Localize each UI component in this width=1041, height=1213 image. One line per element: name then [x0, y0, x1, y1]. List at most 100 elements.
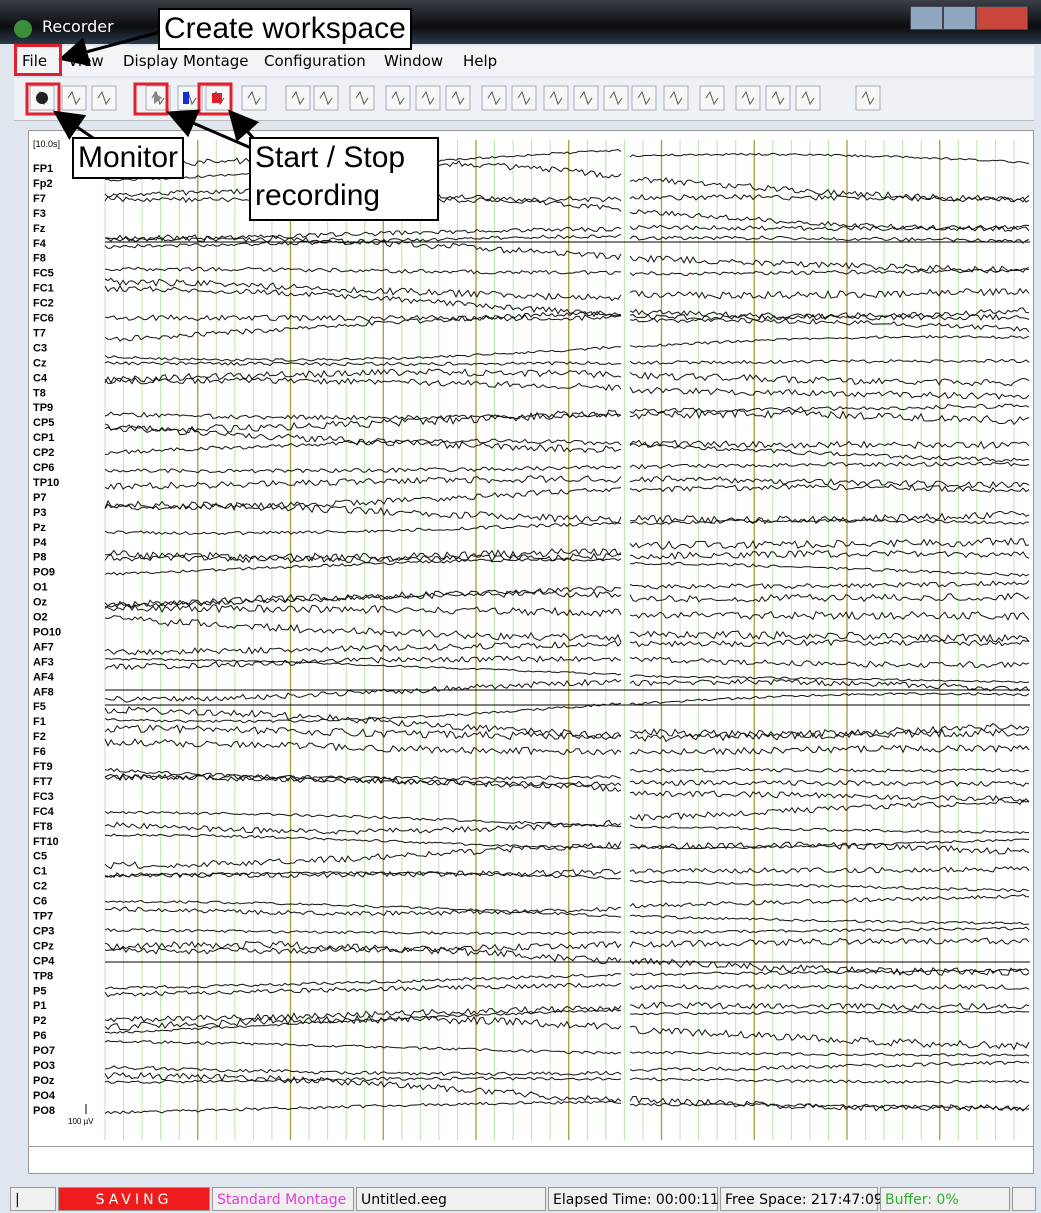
channel-label: AF8	[33, 686, 54, 698]
status-cell	[1012, 1187, 1036, 1211]
eeg-trace	[104, 284, 1030, 319]
channel-label: P1	[33, 1000, 46, 1012]
eye-icon	[36, 92, 48, 104]
menu-item[interactable]: Help	[463, 52, 498, 70]
channel-label: POz	[33, 1075, 55, 1087]
highlight-box	[197, 82, 233, 116]
toolbar-glyph	[741, 90, 755, 106]
channel-label: PO7	[33, 1045, 55, 1057]
eeg-trace	[104, 187, 1030, 232]
channel-label: C1	[33, 866, 47, 878]
eeg-trace	[104, 870, 1030, 893]
eeg-trace	[104, 982, 1030, 998]
channel-label: CPz	[33, 940, 54, 952]
channel-label: FC5	[33, 268, 54, 280]
channel-label: CP4	[33, 955, 55, 967]
toolbar-glyph	[517, 90, 531, 106]
eeg-trace	[104, 810, 1030, 835]
eeg-trace	[104, 1014, 1030, 1051]
menu-item[interactable]: Window	[384, 52, 444, 70]
eeg-trace	[104, 940, 1030, 976]
channel-label: Oz	[33, 597, 48, 609]
eeg-trace	[104, 615, 1030, 643]
eeg-trace	[104, 1001, 1030, 1023]
toolbar-button[interactable]	[349, 85, 375, 111]
channel-label: C3	[33, 342, 47, 354]
eeg-trace	[104, 518, 1030, 536]
menu-item[interactable]: Display Montage	[123, 52, 249, 70]
channel-label: O1	[33, 582, 48, 594]
channel-label: P6	[33, 1030, 46, 1042]
eeg-trace	[104, 738, 1030, 756]
eeg-trace	[104, 334, 1030, 362]
eeg-trace	[104, 461, 1030, 474]
eeg-trace	[104, 313, 1030, 322]
channel-label: TP9	[33, 402, 53, 414]
app-icon	[14, 20, 32, 38]
channel-label: P3	[33, 507, 46, 519]
eeg-trace	[104, 1039, 1030, 1057]
eeg-trace	[104, 1100, 1030, 1115]
eeg-trace	[104, 678, 1030, 703]
menu-item[interactable]: View	[68, 52, 104, 70]
eeg-trace	[104, 773, 1030, 803]
channel-label: AF3	[33, 656, 54, 668]
minimize-button[interactable]	[910, 6, 944, 30]
toolbar-button[interactable]	[603, 85, 629, 111]
channel-label: F3	[33, 208, 46, 220]
channel-label: FT8	[33, 821, 53, 833]
eeg-trace	[104, 475, 1030, 490]
close-button[interactable]	[976, 6, 1028, 30]
eeg-trace	[104, 1060, 1030, 1077]
status-cell: |	[10, 1187, 56, 1211]
eeg-trace	[104, 724, 1030, 743]
channel-label: F8	[33, 253, 46, 265]
callout-arrow	[166, 109, 257, 152]
eeg-trace	[104, 423, 1030, 453]
menu-item[interactable]: File	[22, 52, 48, 70]
eeg-trace	[104, 657, 1030, 684]
toolbar-glyph	[421, 90, 435, 106]
channel-label: FC2	[33, 298, 54, 310]
eeg-trace	[104, 799, 1030, 835]
eeg-trace	[105, 224, 1030, 243]
channel-label: FT10	[33, 836, 59, 848]
buffer-level: Buffer: 0%	[880, 1187, 1010, 1211]
file-name: Untitled.eeg	[356, 1187, 546, 1211]
eeg-trace	[104, 638, 1030, 656]
channel-label: PO10	[33, 626, 61, 638]
eeg-trace	[104, 537, 1030, 562]
channel-label: T8	[33, 387, 46, 399]
channel-label: P8	[33, 552, 46, 564]
toolbar-glyph	[451, 90, 465, 106]
eeg-trace	[105, 149, 1030, 182]
channel-label: AF7	[33, 641, 54, 653]
eeg-trace	[104, 1071, 1030, 1112]
maximize-button[interactable]	[943, 6, 977, 30]
channel-label: PO4	[33, 1090, 56, 1102]
channel-label: Fz	[33, 223, 46, 235]
menu-item[interactable]: Configuration	[264, 52, 366, 70]
eeg-trace	[104, 937, 1030, 955]
channel-label: F5	[33, 701, 46, 713]
toolbar-glyph	[319, 90, 333, 106]
channel-label: PO9	[33, 567, 55, 579]
toolbar-glyph	[669, 90, 683, 106]
eeg-trace	[104, 277, 1030, 302]
eeg-trace	[104, 894, 1030, 917]
channel-label: PO3	[33, 1060, 55, 1072]
channel-label: T7	[33, 327, 46, 339]
time-base: [10.0s]	[33, 139, 60, 149]
toolbar-button[interactable]	[91, 85, 117, 111]
eeg-trace	[104, 692, 1030, 724]
toolbar-glyph	[549, 90, 563, 106]
toolbar-glyph	[861, 90, 875, 106]
channel-label: C4	[33, 372, 48, 384]
monitor-callout: Monitor	[72, 137, 185, 179]
channel-label: PO8	[33, 1105, 55, 1117]
channel-label: F1	[33, 716, 46, 728]
eeg-trace	[104, 156, 1030, 203]
eeg-trace	[104, 968, 1030, 990]
recording-state: SAVING	[58, 1187, 210, 1211]
